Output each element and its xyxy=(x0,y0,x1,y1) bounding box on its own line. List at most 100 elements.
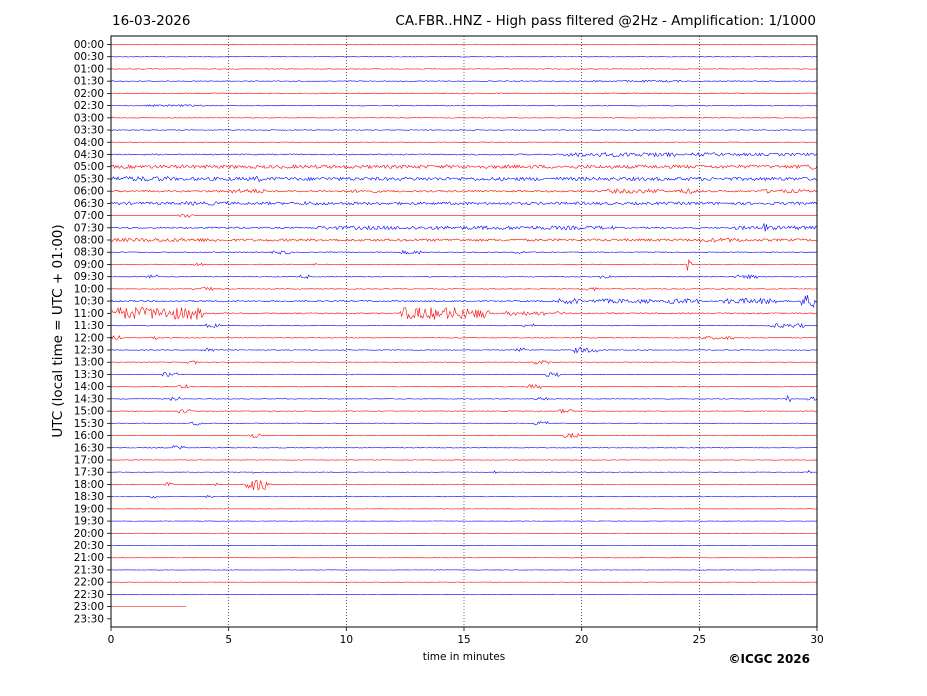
y-tick-label: 11:30 xyxy=(74,320,104,332)
y-tick-label: 05:30 xyxy=(74,173,104,185)
y-tick-label: 19:30 xyxy=(74,516,104,528)
y-tick-label: 04:00 xyxy=(74,137,104,149)
trace-path xyxy=(110,495,818,499)
y-tick-label: 03:00 xyxy=(74,112,104,124)
trace-path xyxy=(110,470,818,474)
trace-row-07:30 xyxy=(110,222,818,232)
trace-row-04:00 xyxy=(110,141,818,143)
trace-row-17:00 xyxy=(110,459,818,461)
trace-path xyxy=(110,306,818,320)
trace-row-02:30 xyxy=(110,104,818,107)
trace-path xyxy=(110,459,818,461)
y-tick-label: 11:00 xyxy=(74,308,104,320)
trace-path xyxy=(110,141,818,143)
trace-path xyxy=(110,295,818,308)
seismic-traces xyxy=(110,43,818,607)
trace-row-10:30 xyxy=(110,295,818,308)
trace-path xyxy=(110,68,818,70)
y-axis-label: UTC (local time = UTC + 01:00) xyxy=(50,224,66,437)
trace-path xyxy=(110,420,818,426)
trace-path xyxy=(110,372,818,377)
y-tick-label: 00:00 xyxy=(74,39,104,51)
y-tick-label: 12:30 xyxy=(74,345,104,357)
y-tick-label: 07:00 xyxy=(74,210,104,222)
y-tick-label: 23:30 xyxy=(74,613,104,625)
trace-path xyxy=(111,213,817,218)
trace-row-03:00 xyxy=(110,117,818,119)
trace-path xyxy=(110,408,818,414)
y-tick-label: 19:00 xyxy=(74,503,104,515)
trace-path xyxy=(110,259,818,271)
trace-row-15:00 xyxy=(110,408,818,414)
y-tick-label: 21:30 xyxy=(74,564,104,576)
trace-row-18:30 xyxy=(110,495,818,499)
x-tick-label: 20 xyxy=(575,634,588,646)
y-tick-label: 22:30 xyxy=(74,589,104,601)
y-tick-label: 03:30 xyxy=(74,125,104,137)
trace-row-10:00 xyxy=(110,286,817,292)
y-tick-label: 06:30 xyxy=(74,198,104,210)
y-tick-label: 08:00 xyxy=(74,235,104,247)
y-tick-label: 09:30 xyxy=(74,271,104,283)
trace-row-02:00 xyxy=(110,92,818,95)
y-tick-label: 13:30 xyxy=(74,369,104,381)
trace-path xyxy=(110,273,818,280)
trace-row-11:30 xyxy=(110,322,818,329)
trace-path xyxy=(110,432,818,439)
trace-row-01:00 xyxy=(110,68,818,70)
y-tick-label: 15:30 xyxy=(74,418,104,430)
trace-row-01:30 xyxy=(110,79,818,83)
trace-path xyxy=(110,346,818,354)
x-tick-label: 30 xyxy=(810,634,823,646)
x-axis-label: time in minutes xyxy=(423,651,505,663)
trace-row-04:30 xyxy=(110,151,818,158)
y-tick-label: 14:00 xyxy=(74,381,104,393)
trace-row-13:00 xyxy=(110,360,818,365)
y-tick-label: 07:30 xyxy=(74,222,104,234)
trace-row-12:30 xyxy=(110,346,818,354)
trace-row-09:00 xyxy=(110,259,818,271)
trace-path xyxy=(110,237,818,243)
trace-path xyxy=(110,151,818,158)
y-tick-label: 06:00 xyxy=(74,186,104,198)
trace-row-14:00 xyxy=(110,383,818,390)
trace-path xyxy=(110,445,818,450)
y-tick-label: 02:30 xyxy=(74,100,104,112)
row-time-labels: 00:0000:3001:0001:3002:0002:3003:0003:30… xyxy=(74,39,111,625)
grid-lines xyxy=(228,36,700,627)
y-tick-label: 20:30 xyxy=(74,540,104,552)
trace-path xyxy=(110,322,818,329)
y-tick-label: 22:00 xyxy=(74,577,104,589)
y-tick-label: 15:00 xyxy=(74,406,104,418)
y-tick-label: 16:30 xyxy=(74,442,104,454)
y-tick-label: 17:00 xyxy=(74,454,104,466)
x-axis-ticks: 0 5 10 15 20 25 30 xyxy=(108,627,824,646)
trace-row-08:00 xyxy=(110,237,818,243)
y-tick-label: 20:00 xyxy=(74,528,104,540)
trace-row-06:00 xyxy=(110,188,818,195)
trace-row-09:30 xyxy=(110,273,818,280)
trace-path xyxy=(110,56,818,58)
y-tick-label: 16:00 xyxy=(74,430,104,442)
trace-path xyxy=(110,188,818,195)
trace-row-06:30 xyxy=(110,200,818,206)
trace-row-18:00 xyxy=(111,480,818,491)
trace-row-16:00 xyxy=(110,432,818,439)
trace-path xyxy=(110,383,818,390)
x-tick-label: 0 xyxy=(108,634,115,646)
y-tick-label: 01:30 xyxy=(74,76,104,88)
trace-row-08:30 xyxy=(110,249,818,255)
header-title: CA.FBR..HNZ - High pass filtered @2Hz - … xyxy=(395,13,816,29)
trace-row-00:00 xyxy=(110,43,818,46)
trace-row-05:30 xyxy=(110,175,818,183)
trace-row-17:30 xyxy=(110,470,818,474)
trace-row-16:30 xyxy=(110,445,818,450)
trace-path xyxy=(110,360,818,365)
y-tick-label: 09:00 xyxy=(74,259,104,271)
trace-row-03:30 xyxy=(110,129,818,131)
y-tick-label: 05:00 xyxy=(74,161,104,173)
trace-row-15:30 xyxy=(110,420,818,426)
y-tick-label: 21:00 xyxy=(74,552,104,564)
